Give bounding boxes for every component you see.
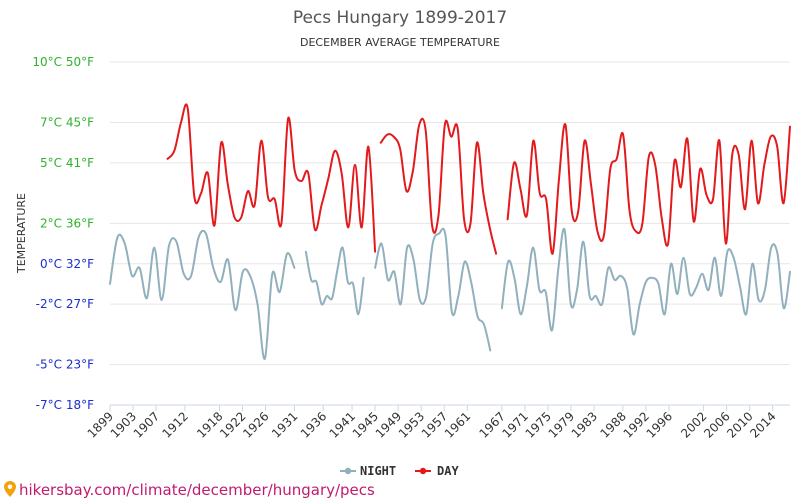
x-tick-label: 1996 [644, 409, 675, 440]
grid-lines [110, 61, 790, 406]
series-night[interactable] [109, 227, 791, 360]
x-tick-label: 1961 [442, 409, 473, 440]
y-tick-label: 2°C 36°F [40, 216, 94, 230]
x-tick-label: 1979 [546, 409, 577, 440]
y-tick-label: 7°C 45°F [40, 116, 94, 130]
y-tick-label: -5°C 23°F [36, 358, 94, 372]
x-tick-label: 1941 [327, 409, 358, 440]
series-line-segment [304, 246, 365, 316]
x-tick-label: 1922 [217, 409, 248, 440]
series-line-segment [506, 123, 791, 255]
x-tick-label: 1957 [419, 409, 450, 440]
legend-night-marker-icon [344, 467, 352, 475]
x-tick-label: 1983 [569, 409, 600, 440]
x-tick-label: 1931 [269, 409, 300, 440]
source-url: hikersbay.com/climate/december/hungary/p… [19, 481, 375, 499]
x-tick-label: 1926 [240, 409, 271, 440]
x-tick-label: 1975 [523, 409, 554, 440]
series-line-segment [379, 117, 498, 255]
legend-night-label: NIGHT [360, 464, 396, 478]
x-tick-label: 2014 [747, 409, 778, 440]
y-tick-label: 5°C 41°F [40, 156, 94, 170]
x-tick-label: 1912 [160, 409, 191, 440]
series-line-segment [109, 229, 296, 360]
x-tick-label: 1949 [373, 409, 404, 440]
chart-title: Pecs Hungary 1899-2017 [293, 8, 507, 28]
legend-day[interactable]: DAY [415, 464, 459, 478]
series-line-segment [500, 227, 791, 336]
legend-night[interactable]: NIGHT [340, 464, 396, 478]
legend-day-label: DAY [437, 464, 459, 478]
source-link[interactable]: hikersbay.com/climate/december/hungary/p… [4, 481, 375, 499]
x-tick-label: 1936 [298, 409, 329, 440]
map-pin-icon [4, 481, 16, 497]
x-tick-label: 1899 [85, 409, 116, 440]
series-line-segment [166, 103, 377, 253]
x-tick-label: 1953 [396, 409, 427, 440]
y-axis-ticks: 10°C 50°F 7°C 45°F 5°C 41°F 2°C 36°F 0°C 32°… [32, 55, 94, 412]
x-tick-label: 1918 [194, 409, 225, 440]
series-lines [109, 103, 791, 360]
y-axis-label: TEMPERATURE [15, 193, 28, 274]
x-tick-label: 1945 [350, 409, 381, 440]
legend-day-marker-icon [419, 467, 427, 475]
series-day[interactable] [166, 103, 791, 255]
y-tick-label: 0°C 32°F [40, 257, 94, 271]
x-tick-label: 1971 [500, 409, 531, 440]
y-tick-label: -7°C 18°F [36, 398, 94, 412]
x-tick-label: 2010 [724, 409, 755, 440]
x-tick-label: 1967 [476, 409, 507, 440]
legend: NIGHT DAY [340, 464, 459, 478]
x-tick-label: 1907 [131, 409, 162, 440]
x-tick-label: 1903 [108, 409, 139, 440]
y-tick-label: 10°C 50°F [32, 55, 94, 69]
x-tick-label: 2006 [701, 409, 732, 440]
y-tick-label: -2°C 27°F [36, 297, 94, 311]
x-tick-label: 1988 [598, 409, 629, 440]
x-tick-label: 2002 [678, 409, 709, 440]
x-tick-label: 1992 [621, 409, 652, 440]
chart-subtitle: DECEMBER AVERAGE TEMPERATURE [300, 36, 500, 49]
series-line-segment [374, 227, 492, 352]
